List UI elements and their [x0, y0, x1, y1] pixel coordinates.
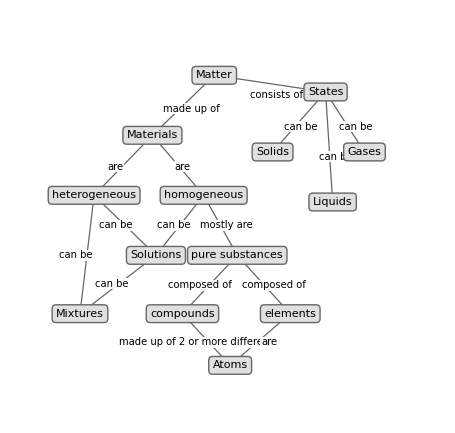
Text: composed of: composed of	[242, 280, 306, 291]
Text: made up of 2 or more different: made up of 2 or more different	[119, 337, 273, 347]
Text: can be: can be	[338, 122, 372, 132]
Text: compounds: compounds	[150, 309, 214, 319]
Text: can be: can be	[59, 250, 92, 260]
Text: Matter: Matter	[196, 70, 232, 80]
Text: can be: can be	[283, 122, 317, 132]
Text: Liquids: Liquids	[312, 197, 352, 207]
Text: mostly are: mostly are	[200, 220, 253, 230]
Text: can be: can be	[319, 152, 352, 162]
Text: consists of: consists of	[249, 90, 302, 100]
Text: Mixtures: Mixtures	[56, 309, 104, 319]
Text: are: are	[107, 162, 123, 172]
Text: States: States	[307, 87, 343, 97]
Text: pure substances: pure substances	[191, 250, 283, 260]
Text: can be: can be	[95, 279, 128, 289]
Text: Gases: Gases	[347, 147, 380, 157]
Text: elements: elements	[264, 309, 315, 319]
Text: Atoms: Atoms	[212, 360, 247, 370]
Text: heterogeneous: heterogeneous	[52, 191, 136, 200]
Text: are: are	[174, 162, 190, 172]
Text: can be: can be	[98, 220, 132, 230]
Text: Solids: Solids	[256, 147, 288, 157]
Text: homogeneous: homogeneous	[164, 191, 243, 200]
Text: can be: can be	[157, 220, 190, 230]
Text: Solutions: Solutions	[130, 250, 181, 260]
Text: composed of: composed of	[168, 280, 232, 291]
Text: are: are	[260, 337, 277, 347]
Text: made up of: made up of	[162, 103, 219, 113]
Text: Materials: Materials	[126, 130, 177, 140]
